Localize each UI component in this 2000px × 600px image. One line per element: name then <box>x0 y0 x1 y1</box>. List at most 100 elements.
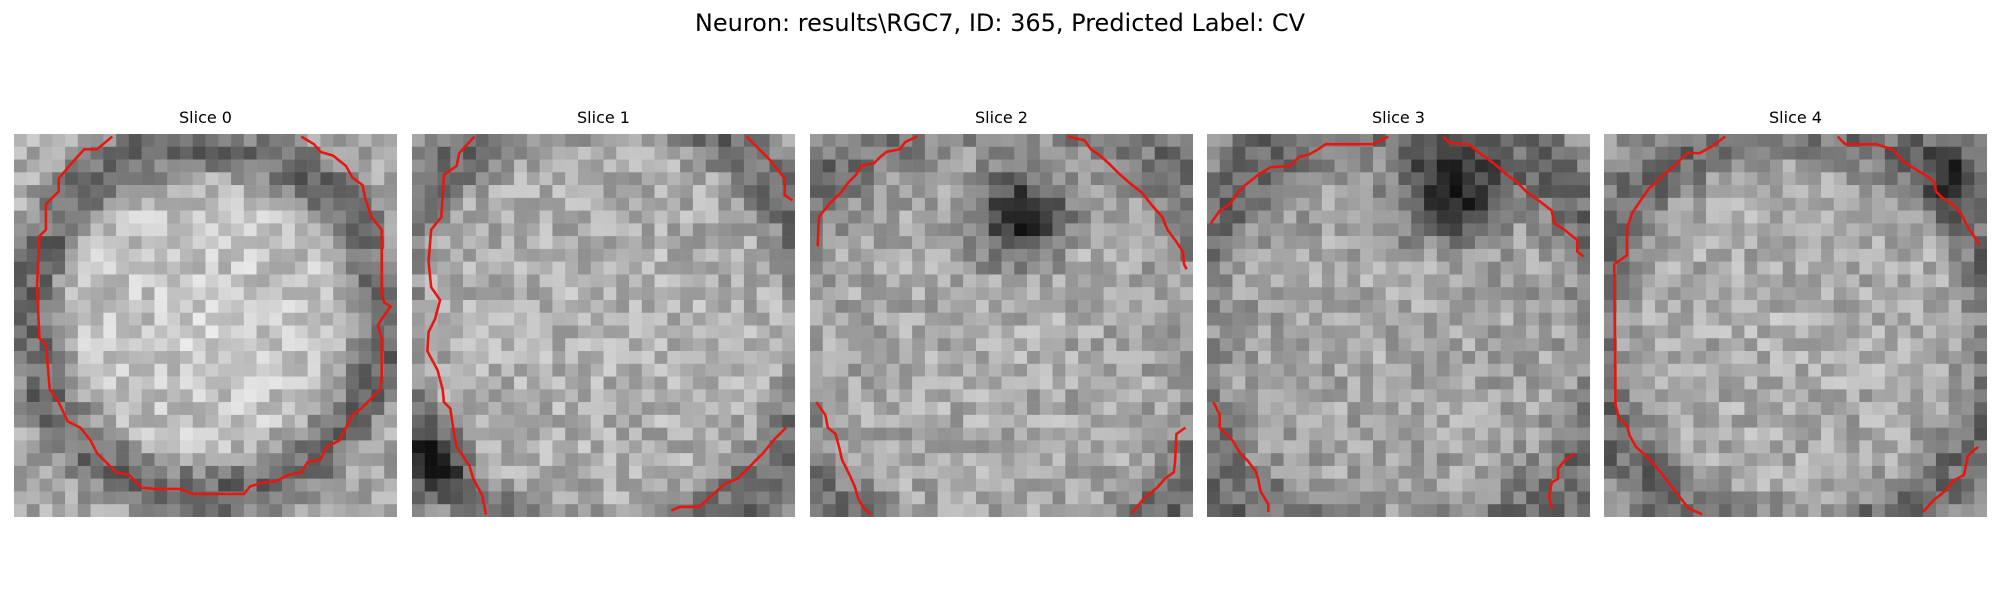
image-pixel <box>1718 491 1732 505</box>
image-pixel <box>1245 402 1259 416</box>
image-pixel <box>294 478 308 492</box>
image-pixel <box>1564 312 1578 326</box>
image-pixel <box>1706 223 1720 237</box>
image-pixel <box>1782 236 1796 250</box>
image-pixel <box>475 338 489 352</box>
image-pixel <box>975 465 989 479</box>
image-pixel <box>1859 325 1873 339</box>
image-pixel <box>282 478 296 492</box>
image-pixel <box>1167 325 1181 339</box>
image-pixel <box>641 351 655 365</box>
image-pixel <box>810 159 824 173</box>
image-pixel <box>282 248 296 262</box>
image-pixel <box>1180 236 1193 250</box>
image-pixel <box>1961 376 1975 390</box>
image-pixel <box>1655 440 1669 454</box>
image-pixel <box>1180 312 1193 326</box>
image-pixel <box>294 223 308 237</box>
image-pixel <box>667 338 681 352</box>
image-pixel <box>1258 402 1272 416</box>
image-pixel <box>1232 363 1246 377</box>
image-pixel <box>1604 504 1618 517</box>
image-pixel <box>218 389 232 403</box>
image-pixel <box>1207 299 1221 313</box>
image-pixel <box>1090 427 1104 441</box>
image-pixel <box>1090 376 1104 390</box>
image-pixel <box>450 325 464 339</box>
image-pixel <box>1245 440 1259 454</box>
image-pixel <box>371 210 385 224</box>
image-pixel <box>514 389 528 403</box>
image-pixel <box>552 146 566 160</box>
image-pixel <box>950 172 964 186</box>
image-pixel <box>1283 440 1297 454</box>
image-pixel <box>1923 185 1937 199</box>
image-pixel <box>358 351 372 365</box>
image-pixel <box>1948 453 1962 467</box>
image-pixel <box>603 465 617 479</box>
image-pixel <box>1014 402 1028 416</box>
image-pixel <box>65 146 79 160</box>
image-pixel <box>1321 312 1335 326</box>
image-pixel <box>526 312 540 326</box>
image-pixel <box>1296 197 1310 211</box>
image-pixel <box>412 299 426 313</box>
image-pixel <box>705 299 719 313</box>
image-pixel <box>1910 134 1924 148</box>
image-pixel <box>1526 248 1540 262</box>
image-pixel <box>1769 389 1783 403</box>
image-pixel <box>1693 351 1707 365</box>
image-pixel <box>1655 261 1669 275</box>
image-pixel <box>1513 414 1527 428</box>
image-pixel <box>1424 363 1438 377</box>
image-pixel <box>514 338 528 352</box>
image-pixel <box>65 197 79 211</box>
image-pixel <box>1245 504 1259 517</box>
image-pixel <box>810 223 824 237</box>
image-pixel <box>1129 312 1143 326</box>
image-pixel <box>526 146 540 160</box>
image-pixel <box>1014 261 1028 275</box>
image-pixel <box>1232 376 1246 390</box>
image-pixel <box>450 389 464 403</box>
image-pixel <box>1141 172 1155 186</box>
image-pixel <box>192 146 206 160</box>
image-pixel <box>39 172 53 186</box>
image-pixel <box>937 146 951 160</box>
image-pixel <box>65 325 79 339</box>
image-pixel <box>1167 197 1181 211</box>
image-pixel <box>412 414 426 428</box>
image-pixel <box>963 197 977 211</box>
image-pixel <box>90 478 104 492</box>
image-pixel <box>1884 210 1898 224</box>
image-pixel <box>1564 478 1578 492</box>
image-pixel <box>590 414 604 428</box>
image-pixel <box>731 414 745 428</box>
image-pixel <box>680 299 694 313</box>
image-pixel <box>179 325 193 339</box>
image-pixel <box>565 325 579 339</box>
image-pixel <box>1948 440 1962 454</box>
image-pixel <box>1577 504 1590 517</box>
image-pixel <box>39 312 53 326</box>
image-pixel <box>333 223 347 237</box>
image-pixel <box>1398 236 1412 250</box>
image-pixel <box>1538 351 1552 365</box>
image-pixel <box>886 351 900 365</box>
image-pixel <box>899 159 913 173</box>
image-pixel <box>1090 248 1104 262</box>
image-pixel <box>1706 159 1720 173</box>
image-pixel <box>1334 351 1348 365</box>
image-pixel <box>1372 414 1386 428</box>
image-pixel <box>103 453 117 467</box>
image-pixel <box>1577 236 1590 250</box>
image-pixel <box>641 325 655 339</box>
image-pixel <box>886 491 900 505</box>
image-pixel <box>1385 351 1399 365</box>
image-pixel <box>641 159 655 173</box>
image-pixel <box>1360 389 1374 403</box>
image-pixel <box>141 453 155 467</box>
image-pixel <box>1270 134 1284 148</box>
image-pixel <box>1821 376 1835 390</box>
image-pixel <box>886 465 900 479</box>
